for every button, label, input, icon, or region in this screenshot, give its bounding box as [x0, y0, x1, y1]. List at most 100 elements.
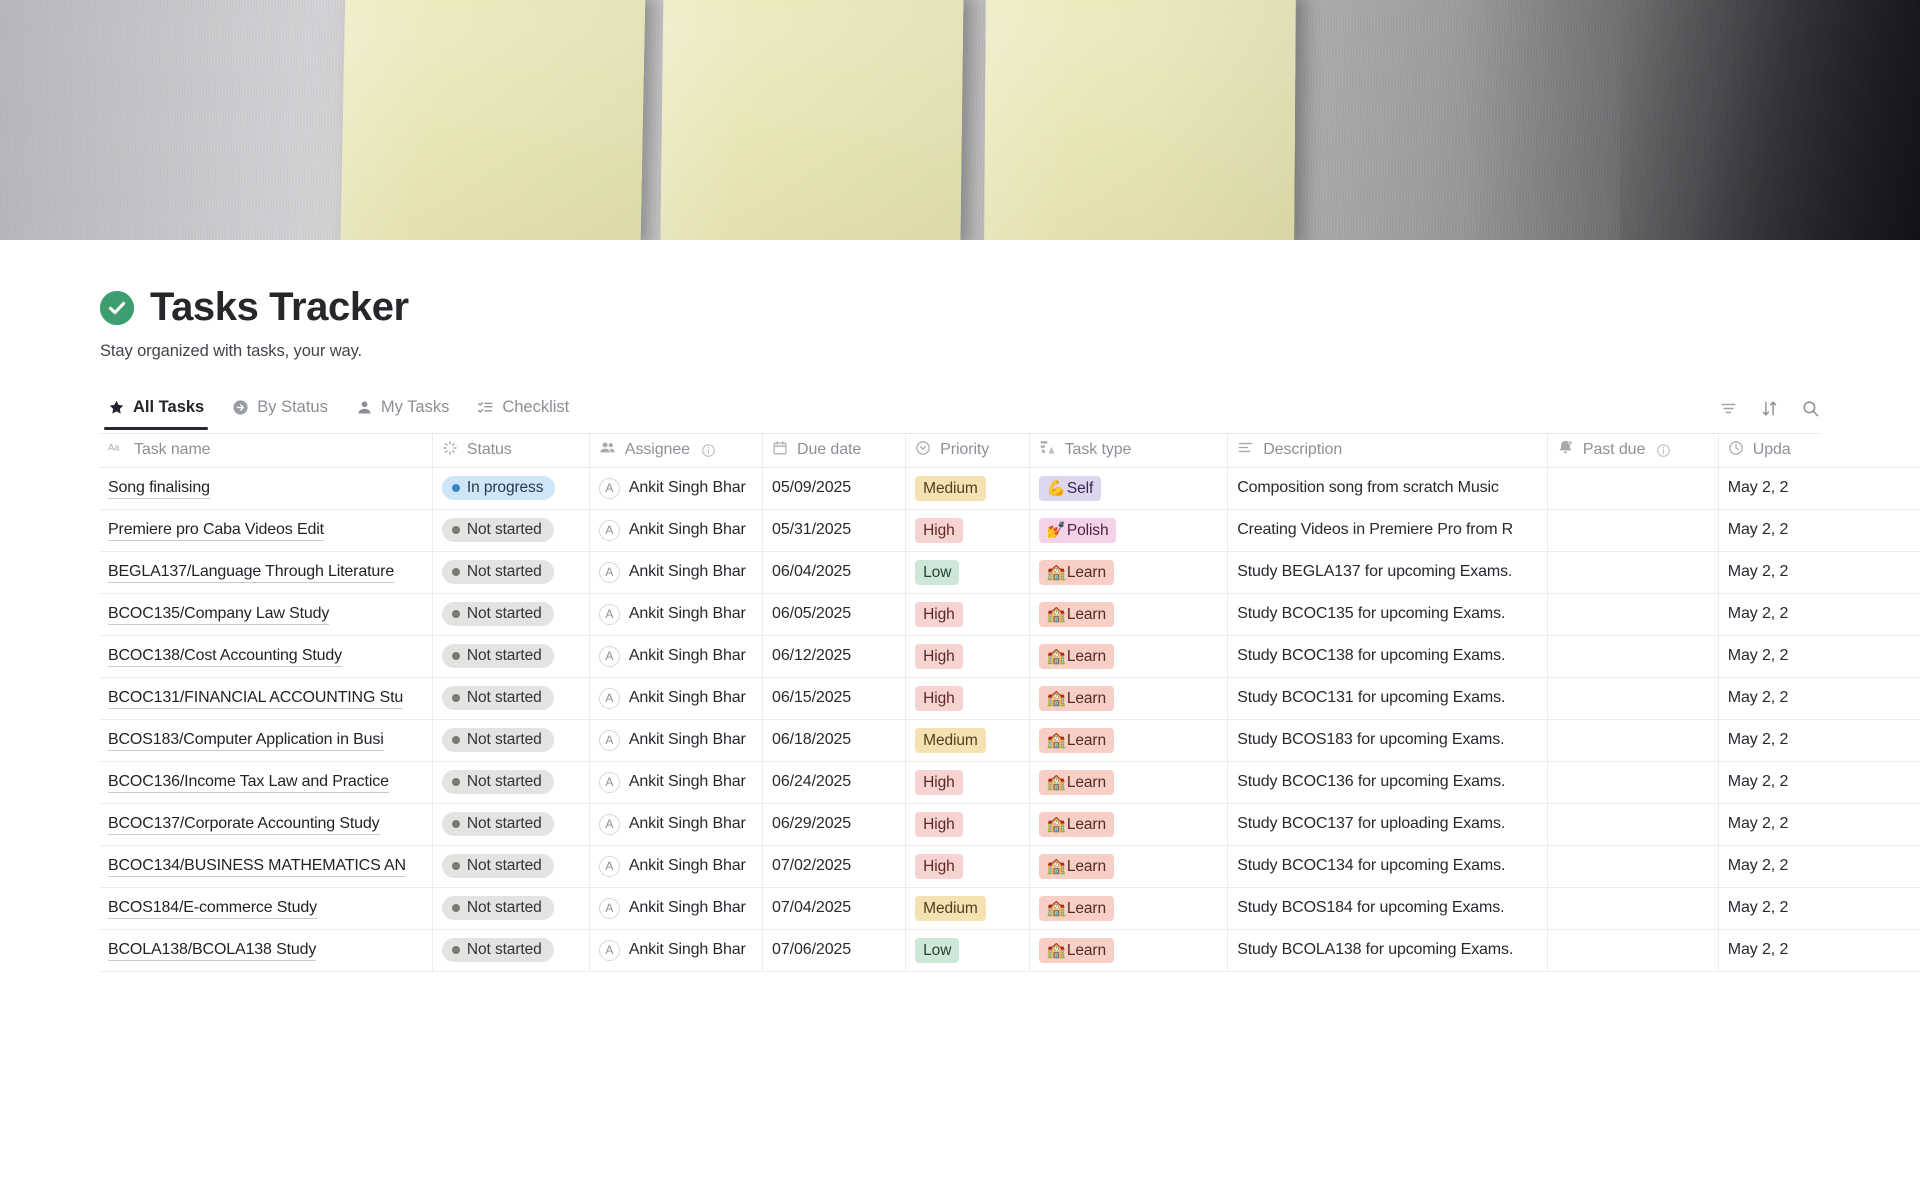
cell-past-due[interactable] [1547, 509, 1719, 552]
status-badge[interactable]: Not started [441, 518, 554, 542]
cell-status[interactable]: Not started [432, 803, 590, 846]
task-name-link[interactable]: BCOC136/Income Tax Law and Practice [108, 771, 389, 794]
cell-description[interactable]: Study BEGLA137 for upcoming Exams. [1227, 551, 1548, 594]
cell-task-name[interactable]: BCOS184/E-commerce Study [100, 887, 433, 930]
cell-task-name[interactable]: BCOC137/Corporate Accounting Study [100, 803, 433, 846]
status-badge[interactable]: Not started [441, 644, 554, 668]
cell-past-due[interactable] [1547, 467, 1719, 510]
cell-updated[interactable]: May 2, 2 [1718, 509, 1920, 552]
priority-badge[interactable]: Medium [915, 727, 986, 753]
table-row[interactable]: BCOC136/Income Tax Law and Practice Not s… [100, 761, 1920, 804]
cell-assignee[interactable]: A Ankit Singh Bhar [589, 929, 764, 972]
cell-updated[interactable]: May 2, 2 [1718, 719, 1920, 762]
cell-due-date[interactable]: 05/31/2025 [762, 509, 907, 552]
priority-badge[interactable]: High [915, 853, 963, 879]
status-badge[interactable]: Not started [441, 770, 554, 794]
cell-past-due[interactable] [1547, 887, 1719, 930]
cell-status[interactable]: Not started [432, 551, 590, 594]
table-row[interactable]: BCOS184/E-commerce Study Not started A Anki… [100, 887, 1920, 930]
cell-due-date[interactable]: 07/02/2025 [762, 845, 907, 888]
cell-status[interactable]: Not started [432, 929, 590, 972]
priority-badge[interactable]: Medium [915, 895, 986, 921]
cell-assignee[interactable]: A Ankit Singh Bhar [589, 719, 764, 762]
task-name-link[interactable]: BCOC135/Company Law Study [108, 603, 330, 626]
cell-priority[interactable]: Low [905, 929, 1030, 972]
cell-assignee[interactable]: A Ankit Singh Bhar [589, 551, 764, 594]
sort-icon[interactable] [1760, 399, 1779, 418]
task-type-badge[interactable]: 🏫Learn [1038, 811, 1115, 837]
status-badge[interactable]: In progress [441, 476, 556, 500]
cell-description[interactable]: Study BCOS184 for upcoming Exams. [1227, 887, 1548, 930]
assignee[interactable]: A Ankit Singh Bhar [598, 855, 752, 877]
task-name-link[interactable]: Song finalising [108, 477, 210, 500]
cell-priority[interactable]: Low [905, 551, 1030, 594]
assignee[interactable]: A Ankit Singh Bhar [598, 645, 752, 667]
tab-my-tasks[interactable]: My Tasks [348, 398, 459, 430]
cell-assignee[interactable]: A Ankit Singh Bhar [589, 677, 764, 720]
tasks-table-wrapper[interactable]: Aa Task name [100, 434, 1920, 972]
cell-task-type[interactable]: 🏫Learn [1029, 551, 1229, 594]
assignee[interactable]: A Ankit Singh Bhar [598, 771, 752, 793]
cell-description[interactable]: Study BCOC138 for upcoming Exams. [1227, 635, 1548, 678]
status-badge[interactable]: Not started [441, 560, 554, 584]
cell-due-date[interactable]: 06/15/2025 [762, 677, 907, 720]
cell-description[interactable]: Study BCOC136 for upcoming Exams. [1227, 761, 1548, 804]
cell-status[interactable]: Not started [432, 719, 590, 762]
priority-badge[interactable]: High [915, 601, 963, 627]
cell-due-date[interactable]: 06/05/2025 [762, 593, 907, 636]
cell-task-name[interactable]: BCOC131/FINANCIAL ACCOUNTING Stu [100, 677, 433, 720]
table-row[interactable]: BCOLA138/BCOLA138 Study Not started A Ankit… [100, 929, 1920, 972]
cell-due-date[interactable]: 06/29/2025 [762, 803, 907, 846]
cell-assignee[interactable]: A Ankit Singh Bhar [589, 635, 764, 678]
cell-updated[interactable]: May 2, 2 [1718, 929, 1920, 972]
tab-checklist[interactable]: Checklist [469, 398, 579, 430]
cell-description[interactable]: Study BCOS183 for upcoming Exams. [1227, 719, 1548, 762]
cell-updated[interactable]: May 2, 2 [1718, 845, 1920, 888]
status-badge[interactable]: Not started [441, 854, 554, 878]
cell-task-type[interactable]: 🏫Learn [1029, 887, 1229, 930]
tab-by-status[interactable]: By Status [224, 398, 338, 430]
cell-past-due[interactable] [1547, 803, 1719, 846]
cell-task-name[interactable]: Song finalising [100, 467, 433, 510]
task-type-badge[interactable]: 🏫Learn [1038, 853, 1115, 879]
cell-assignee[interactable]: A Ankit Singh Bhar [589, 845, 764, 888]
cell-past-due[interactable] [1547, 761, 1719, 804]
cell-past-due[interactable] [1547, 551, 1719, 594]
cell-task-type[interactable]: 🏫Learn [1029, 845, 1229, 888]
cell-task-name[interactable]: BCOC134/BUSINESS MATHEMATICS AN [100, 845, 433, 888]
cell-due-date[interactable]: 07/04/2025 [762, 887, 907, 930]
cell-status[interactable]: Not started [432, 635, 590, 678]
info-icon[interactable] [701, 443, 716, 458]
table-row[interactable]: Song finalising In progress A Ankit Singh B… [100, 467, 1920, 510]
cell-status[interactable]: Not started [432, 761, 590, 804]
cell-priority[interactable]: Medium [905, 467, 1030, 510]
cell-due-date[interactable]: 05/09/2025 [762, 467, 907, 510]
table-row[interactable]: BCOC134/BUSINESS MATHEMATICS AN Not start… [100, 845, 1920, 888]
task-name-link[interactable]: BCOLA138/BCOLA138 Study [108, 939, 317, 962]
cell-task-name[interactable]: BCOC138/Cost Accounting Study [100, 635, 433, 678]
cell-task-name[interactable]: Premiere pro Caba Videos Edit [100, 509, 433, 552]
priority-badge[interactable]: High [915, 769, 963, 795]
cell-task-name[interactable]: BCOS183/Computer Application in Busi [100, 719, 433, 762]
task-name-link[interactable]: BCOC138/Cost Accounting Study [108, 645, 343, 668]
cell-task-name[interactable]: BCOC136/Income Tax Law and Practice [100, 761, 433, 804]
assignee[interactable]: A Ankit Singh Bhar [598, 519, 752, 541]
cell-assignee[interactable]: A Ankit Singh Bhar [589, 509, 764, 552]
cell-task-type[interactable]: 🏫Learn [1029, 719, 1229, 762]
cell-task-name[interactable]: BEGLA137/Language Through Literature [100, 551, 433, 594]
status-badge[interactable]: Not started [441, 896, 554, 920]
col-header-description[interactable]: Description [1227, 434, 1548, 468]
assignee[interactable]: A Ankit Singh Bhar [598, 813, 752, 835]
priority-badge[interactable]: High [915, 643, 963, 669]
cell-past-due[interactable] [1547, 635, 1719, 678]
task-name-link[interactable]: Premiere pro Caba Videos Edit [108, 519, 324, 542]
cell-status[interactable]: In progress [432, 467, 590, 510]
cell-task-type[interactable]: 🏫Learn [1029, 677, 1229, 720]
task-name-link[interactable]: BCOS183/Computer Application in Busi [108, 729, 384, 752]
cell-task-type[interactable]: 💪Self [1029, 467, 1229, 510]
cell-updated[interactable]: May 2, 2 [1718, 677, 1920, 720]
assignee[interactable]: A Ankit Singh Bhar [598, 603, 752, 625]
assignee[interactable]: A Ankit Singh Bhar [598, 561, 752, 583]
task-name-link[interactable]: BCOC137/Corporate Accounting Study [108, 813, 380, 836]
cell-task-type[interactable]: 🏫Learn [1029, 803, 1229, 846]
